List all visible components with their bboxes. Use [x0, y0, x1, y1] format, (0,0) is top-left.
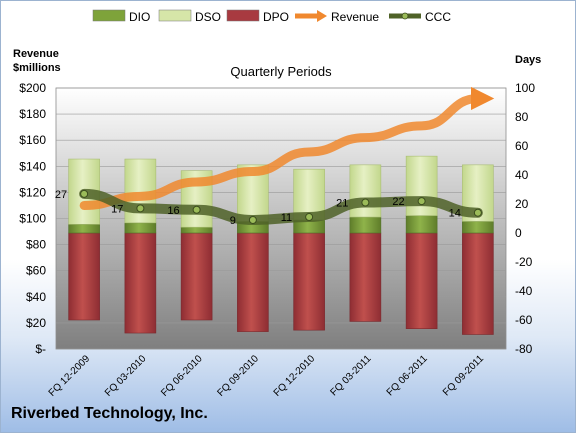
dso-bar	[349, 164, 382, 218]
x-tick-label: FQ 06-2011	[385, 353, 430, 398]
ccc-data-label: 27	[55, 189, 67, 201]
dio-bar	[68, 224, 100, 234]
ccc-point	[361, 198, 370, 207]
x-tick-label: FQ 09-2011	[441, 353, 486, 398]
dpo-bar	[462, 232, 494, 335]
ccc-point	[136, 204, 145, 213]
dpo-bar	[68, 232, 100, 321]
right-tick-label: 20	[515, 197, 529, 211]
ccc-data-label: 11	[281, 212, 292, 224]
right-tick-label: 0	[515, 226, 522, 240]
legend-marker	[401, 12, 409, 20]
left-tick-label: $160	[19, 133, 46, 147]
x-tick-label: FQ 03-2011	[329, 353, 374, 398]
left-axis-title: Revenue	[13, 48, 59, 60]
dpo-bar	[293, 232, 325, 331]
ccc-point	[417, 197, 426, 206]
revenue-line	[79, 86, 495, 210]
legend-item-dio: DIO	[92, 9, 150, 24]
ccc-point	[473, 208, 482, 217]
ccc-point	[305, 213, 314, 222]
dpo-bar	[405, 232, 438, 329]
legend-swatch	[92, 9, 126, 22]
x-tick-label: FQ 12-2010	[272, 353, 318, 399]
x-tick-label: FQ 06-2010	[159, 353, 205, 399]
bars	[68, 155, 494, 335]
chart-title: Quarterly Periods	[230, 64, 332, 79]
legend: DIO DSO DPO Revenue CCC	[92, 9, 451, 24]
dio-bar	[405, 215, 438, 234]
legend-label: DPO	[263, 10, 289, 24]
left-tick-label: $60	[26, 264, 46, 278]
left-tick-label: $20	[26, 316, 46, 330]
left-axis-ticks: $- $20 $40 $60 $80 $100 $120 $140 $160 $180 $200	[19, 81, 46, 356]
left-tick-label: $-	[35, 342, 46, 356]
dio-bar	[124, 222, 157, 234]
left-tick-label: $140	[19, 159, 46, 173]
x-tick-label: FQ 12-2009	[47, 353, 93, 399]
right-tick-label: -20	[515, 255, 533, 269]
right-tick-label: 100	[515, 81, 535, 95]
ccc-data-label: 17	[111, 203, 123, 215]
right-tick-label: 80	[515, 110, 529, 124]
right-axis-ticks: -80 -60 -40 -20 0 20 40 60 80 100	[515, 81, 535, 356]
legend-label: DIO	[129, 10, 150, 24]
dpo-bar	[349, 232, 382, 322]
ccc-series: 27 17 16 9 11 21 22 14	[55, 188, 483, 227]
x-tick-label: FQ 09-2010	[215, 353, 261, 399]
x-tick-label: FQ 03-2010	[103, 353, 149, 399]
left-axis-title-line2: $millions	[13, 62, 61, 74]
right-tick-label: 60	[515, 139, 529, 153]
dio-bar	[462, 221, 494, 234]
left-tick-label: $100	[19, 212, 46, 226]
dpo-bar	[180, 232, 213, 321]
ccc-data-label: 22	[392, 196, 404, 208]
legend-label: CCC	[425, 10, 451, 24]
legend-label: DSO	[195, 10, 221, 24]
dio-bar	[349, 216, 382, 234]
legend-item-dso: DSO	[158, 9, 221, 24]
legend-arrow	[317, 10, 327, 22]
x-axis-ticks: FQ 12-2009 FQ 03-2010 FQ 06-2010 FQ 09-2010…	[47, 353, 487, 399]
legend-item-dpo: DPO	[226, 9, 289, 24]
dpo-bar	[124, 232, 157, 334]
ccc-point	[80, 189, 89, 198]
company-name: Riverbed Technology, Inc.	[11, 405, 208, 422]
ccc-point	[248, 215, 257, 224]
dpo-bar	[237, 232, 269, 332]
right-tick-label: -60	[515, 313, 533, 327]
right-axis-title: Days	[515, 54, 541, 66]
legend-label: Revenue	[331, 10, 379, 24]
ccc-data-label: 9	[230, 215, 236, 227]
right-tick-label: -40	[515, 284, 533, 298]
ccc-point	[192, 205, 201, 214]
legend-item-ccc: CCC	[389, 10, 451, 24]
ccc-data-label: 14	[449, 208, 461, 220]
left-tick-label: $80	[26, 238, 46, 252]
legend-item-revenue: Revenue	[295, 10, 379, 24]
right-tick-label: -80	[515, 342, 533, 356]
ccc-data-label: 21	[336, 198, 348, 210]
dio-bar	[180, 226, 213, 234]
right-tick-label: 40	[515, 168, 529, 182]
legend-swatch	[158, 9, 192, 22]
left-tick-label: $40	[26, 290, 46, 304]
left-tick-label: $120	[19, 185, 46, 199]
left-tick-label: $180	[19, 107, 46, 121]
revenue-series	[79, 86, 495, 210]
ccc-data-label: 16	[167, 205, 179, 217]
left-tick-label: $200	[19, 81, 46, 95]
legend-swatch	[226, 9, 260, 22]
